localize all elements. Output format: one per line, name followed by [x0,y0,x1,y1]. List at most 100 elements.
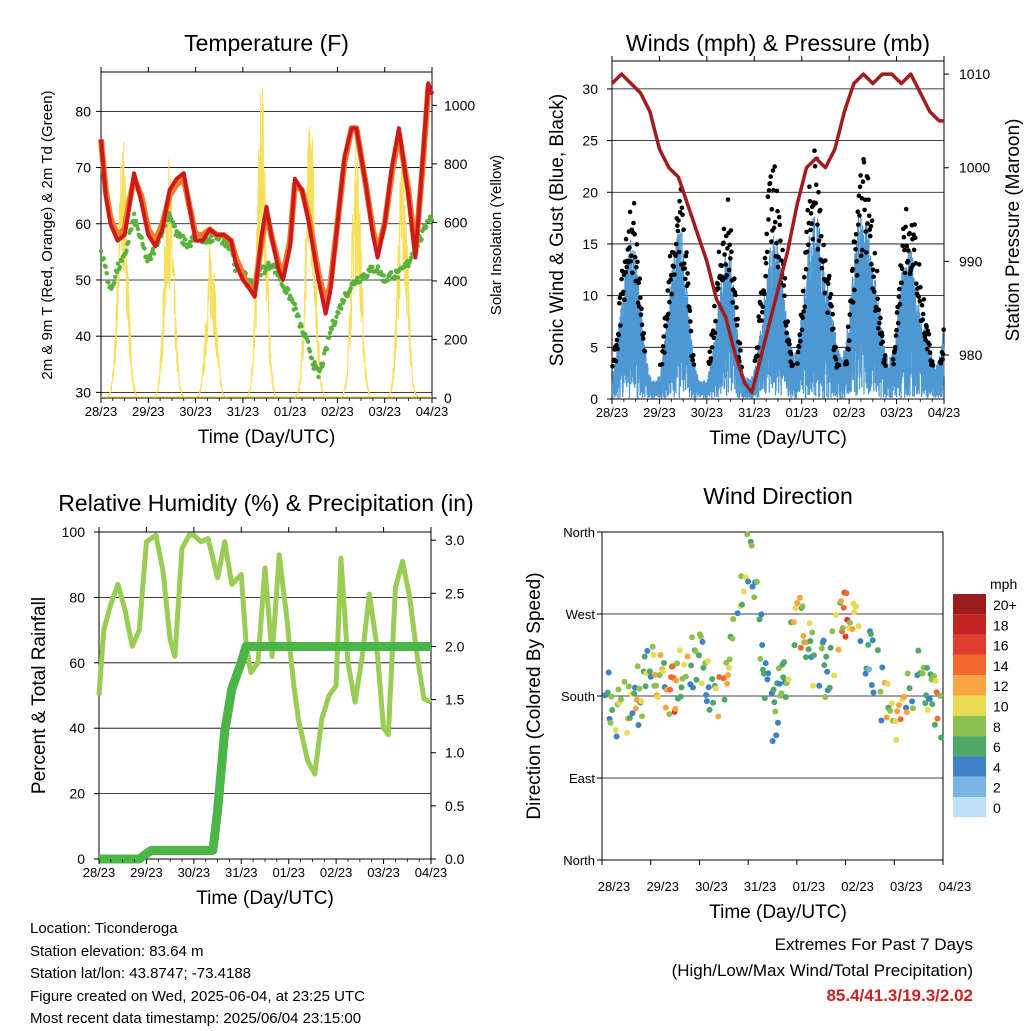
winds-gust-point [635,259,640,265]
dir-point [615,686,622,693]
temp-dewpoint-point [172,224,177,229]
winds-gust-point [854,259,859,264]
winds-gust-point [711,335,717,341]
winds-gust-point [897,286,902,292]
winds-gust-point [778,238,783,243]
winds-gust-point [659,362,665,367]
winds-gust-point [927,350,933,356]
dir-point [684,653,691,660]
winds-gust-point [893,333,899,339]
dir-point [677,693,684,700]
temp-y-tick-label: 60 [75,216,91,232]
winds-gust-point [725,197,731,202]
temp-dewpoint-point [281,285,286,290]
winds-gust-point [774,188,780,194]
winds-gust-point [788,351,794,357]
temp-dewpoint-point [124,248,129,253]
temp-x-tick-label: 04/23 [416,404,449,419]
winds-gust-point [870,267,876,273]
winds-gust-point [833,356,839,362]
winds-gust-point [815,222,820,228]
temp-dewpoint-point [385,278,390,283]
winds-gust-point [660,344,666,349]
winds-gust-point [623,236,629,242]
winds-x-tick-label: 03/23 [880,405,913,420]
winds-gust-point [819,234,824,239]
winds-gust-point [795,361,800,366]
winds-gust-point [772,219,778,225]
temp-dewpoint-point [148,252,153,258]
dir-point [608,693,615,700]
winds-gust-point [904,244,909,249]
winds-gust-point [893,344,898,350]
dir-point [818,645,825,652]
temp-dewpoint-point [305,339,311,344]
winds-gust-point [627,245,632,250]
dir-point [693,676,700,683]
temp-solar-line [245,88,278,399]
dir-point [734,610,741,617]
dir-point [932,677,939,684]
winds-gust-point [876,307,882,313]
temp-2m-line [99,81,434,316]
temp-dewpoint-point [406,264,411,269]
dir-point [770,686,777,693]
temp-y2-tick-label: 200 [444,331,468,347]
dir-point [751,594,758,601]
rh-x-tick-label: 30/23 [178,865,211,880]
dir-x-tick-label: 29/23 [646,879,679,894]
winds-gust-point [862,197,868,203]
temp-dewpoint-point [309,356,315,361]
rh-humidity-line [96,532,433,777]
dir-point [652,671,659,678]
winds-gust-point [667,299,672,305]
dir-point [794,600,801,606]
winds-gust-point [624,264,629,270]
winds-gust-point [874,268,880,274]
figure-created: Figure created on Wed, 2025-06-04, at 23… [30,987,365,1005]
winds-gust-point [782,293,787,299]
winds-gust-point [815,246,821,252]
temp-dewpoint-point [131,211,137,216]
temp-dewpoint-point [424,224,429,229]
winds-gust-point [823,258,828,263]
temp-dewpoint-point [203,240,209,245]
temp-dewpoint-point [365,273,370,279]
dir-legend-label: 8 [993,719,1001,735]
winds-gust-point [853,232,859,237]
dir-legend-swatch [953,654,986,676]
winds-gust-point [902,270,908,276]
dir-point [641,653,648,660]
dir-legend-swatch [953,695,986,716]
dir-point [826,684,833,691]
dir-point [878,717,885,724]
winds-gust-point [628,259,633,264]
winds-gust-point [684,250,689,255]
winds-gust-point [903,206,909,212]
winds-gust-point [685,271,690,276]
winds-gust-point [768,174,773,179]
winds-gust-point [883,363,888,369]
winds-gust-point [875,296,880,302]
winds-gust-point [639,322,645,328]
winds-gust-point [905,258,911,264]
dir-point [638,698,645,705]
temp-dewpoint-point [181,233,186,239]
dir-point [832,612,839,618]
dir-legend-label: 12 [993,678,1009,694]
winds-gust-point [688,319,693,324]
dir-legend-swatch [953,634,986,655]
winds-y2-tick-label: 1000 [959,160,990,176]
temp-dewpoint-point [188,243,193,249]
recent-timestamp: Most recent data timestamp: 2025/06/04 2… [30,1010,362,1027]
winds-gust-point [632,231,637,237]
winds-gust-point [790,362,796,368]
dir-point [775,719,781,726]
dir-point [835,646,842,653]
winds-gust-point [669,291,674,297]
winds-gust-point [734,323,740,328]
temp-dewpoint-point [334,314,339,320]
winds-gust-point [895,320,901,326]
temp-x-tick-label: 02/23 [321,404,354,419]
winds-gust-point [807,199,813,204]
